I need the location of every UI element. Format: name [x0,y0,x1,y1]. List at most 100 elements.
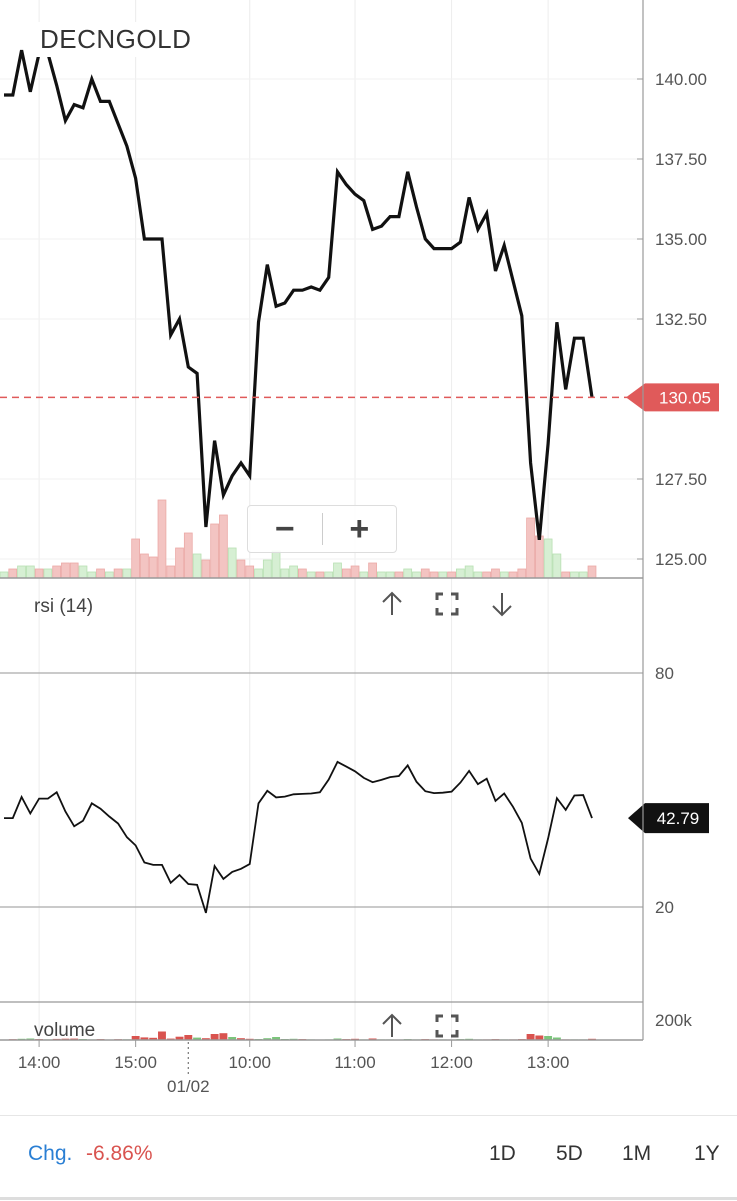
range-1y-button[interactable]: 1Y [694,1142,720,1165]
volume-bar [210,1034,219,1040]
volume-overlay-bar [34,568,44,579]
volume-overlay-bar [183,532,193,579]
time-axis-tick: 12:00 [430,1053,473,1072]
volume-bar [193,1037,202,1040]
symbol-label: DECNGOLD [36,22,196,57]
volume-overlay-bar [210,523,219,579]
volume-overlay-bar [570,571,579,579]
volume-overlay-bar [429,571,439,579]
range-1d-button[interactable]: 1D [489,1142,516,1165]
volume-overlay-bar [78,565,88,579]
price-axis-tick: 132.50 [655,310,707,329]
rsi-series [4,760,593,914]
volume-overlay-bar [8,568,18,579]
volume-overlay-bar [333,562,342,579]
volume-bar [552,1037,561,1040]
volume-overlay-bar [201,559,211,579]
volume-overlay-bar [43,568,53,579]
price-series [4,49,594,540]
volume-overlay-bar [412,571,421,579]
time-axis: 14:00 15:00 10:00 11:00 12:00 13:00 01/02 [18,1040,570,1096]
volume-overlay-bar [341,568,351,579]
volume-bar [131,1036,140,1040]
move-up-icon[interactable] [382,591,402,615]
rsi-axis-tick: 20 [655,898,674,917]
time-axis-tick: 13:00 [527,1053,570,1072]
last-price-tag: 130.05 [626,383,719,412]
volume-overlay-bar [219,514,228,579]
volume-overlay-bar [122,568,132,579]
last-price-label: 130.05 [659,388,711,407]
volume-overlay-bar [499,571,509,579]
volume-panel-controls [382,1013,459,1038]
volume-bar [140,1037,149,1040]
rsi-title: rsi (14) [34,596,93,617]
footer-bar: Chg. -6.86% 1D 5D 1M 1Y [0,1115,737,1201]
volume-overlay-bar [438,571,448,579]
maximize-icon[interactable] [435,1014,459,1038]
volume-overlay-bar [385,571,395,579]
stock-chart[interactable]: 130.05 140.00 137.50 135.00 132.50 127.50 125… [0,0,737,1115]
volume-overlay-bar [245,565,255,579]
price-axis-tick: 137.50 [655,150,707,169]
date-label: 01/02 [167,1077,210,1096]
range-5d-button[interactable]: 5D [556,1142,583,1165]
volume-overlay-bar [271,550,281,579]
maximize-icon[interactable] [435,592,459,616]
volume-overlay-bar [157,499,167,579]
volume-bar [219,1033,228,1040]
volume-overlay-bar [403,568,413,579]
price-axis-tick: 125.00 [655,550,707,569]
rsi-panel-controls [382,591,512,617]
time-axis-tick: 10:00 [228,1053,271,1072]
volume-overlay-bar [96,568,105,579]
volume-bar [237,1038,245,1040]
volume-overlay-bar [561,571,571,579]
volume-bar [184,1035,193,1040]
volume-overlay-bar [104,571,114,579]
volume-overlay-bar [526,517,535,579]
volume-overlay-bar [175,547,184,579]
volume-bar [149,1037,158,1040]
volume-overlay-bar [254,568,263,579]
zoom-in-button[interactable]: + [349,509,370,548]
volume-overlay-bar [306,571,316,579]
zoom-controls: − + [247,505,397,553]
volume-bar [158,1031,166,1040]
rsi-last-value-label: 42.79 [657,809,700,828]
zoom-out-button[interactable]: − [274,509,295,548]
range-1m-button[interactable]: 1M [622,1142,652,1165]
price-axis-tick: 135.00 [655,230,707,249]
volume-bar [526,1034,535,1040]
chart-canvas[interactable]: 130.05 140.00 137.50 135.00 132.50 127.50 125… [0,0,737,1115]
volume-overlay-bar [25,565,35,579]
volume-bar [228,1037,237,1040]
bottom-divider [0,1197,737,1200]
volume-overlay-bar [491,568,500,579]
price-axis-tick: 140.00 [655,70,707,89]
volume-overlay-bar [359,571,369,579]
price-line [4,49,594,540]
volume-overlay-bar [350,565,360,579]
volume-overlay-bar [69,562,79,579]
volume-bar [272,1037,281,1040]
volume-overlay-bar [377,571,386,579]
volume-overlay-bar [236,559,246,579]
rsi-grid: 80 20 [0,664,674,917]
volume-title: volume [34,1020,95,1041]
volume-axis-tick: 200k [655,1011,692,1030]
volume-overlay-bar [534,535,544,579]
volume-overlay-bar [87,571,97,579]
volume-bar [544,1036,553,1040]
volume-overlay-bar [192,553,202,579]
volume-overlay-bar [447,571,456,579]
move-down-icon[interactable] [492,593,512,617]
move-up-icon[interactable] [382,1013,402,1037]
zoom-separator [321,512,323,546]
time-axis-tick: 15:00 [114,1053,157,1072]
change-value: -6.86% [86,1142,153,1165]
volume-bar [263,1038,272,1040]
volume-overlay-bar [17,565,26,579]
volume-overlay-bar [0,571,9,579]
volume-overlay-bar [552,553,562,579]
